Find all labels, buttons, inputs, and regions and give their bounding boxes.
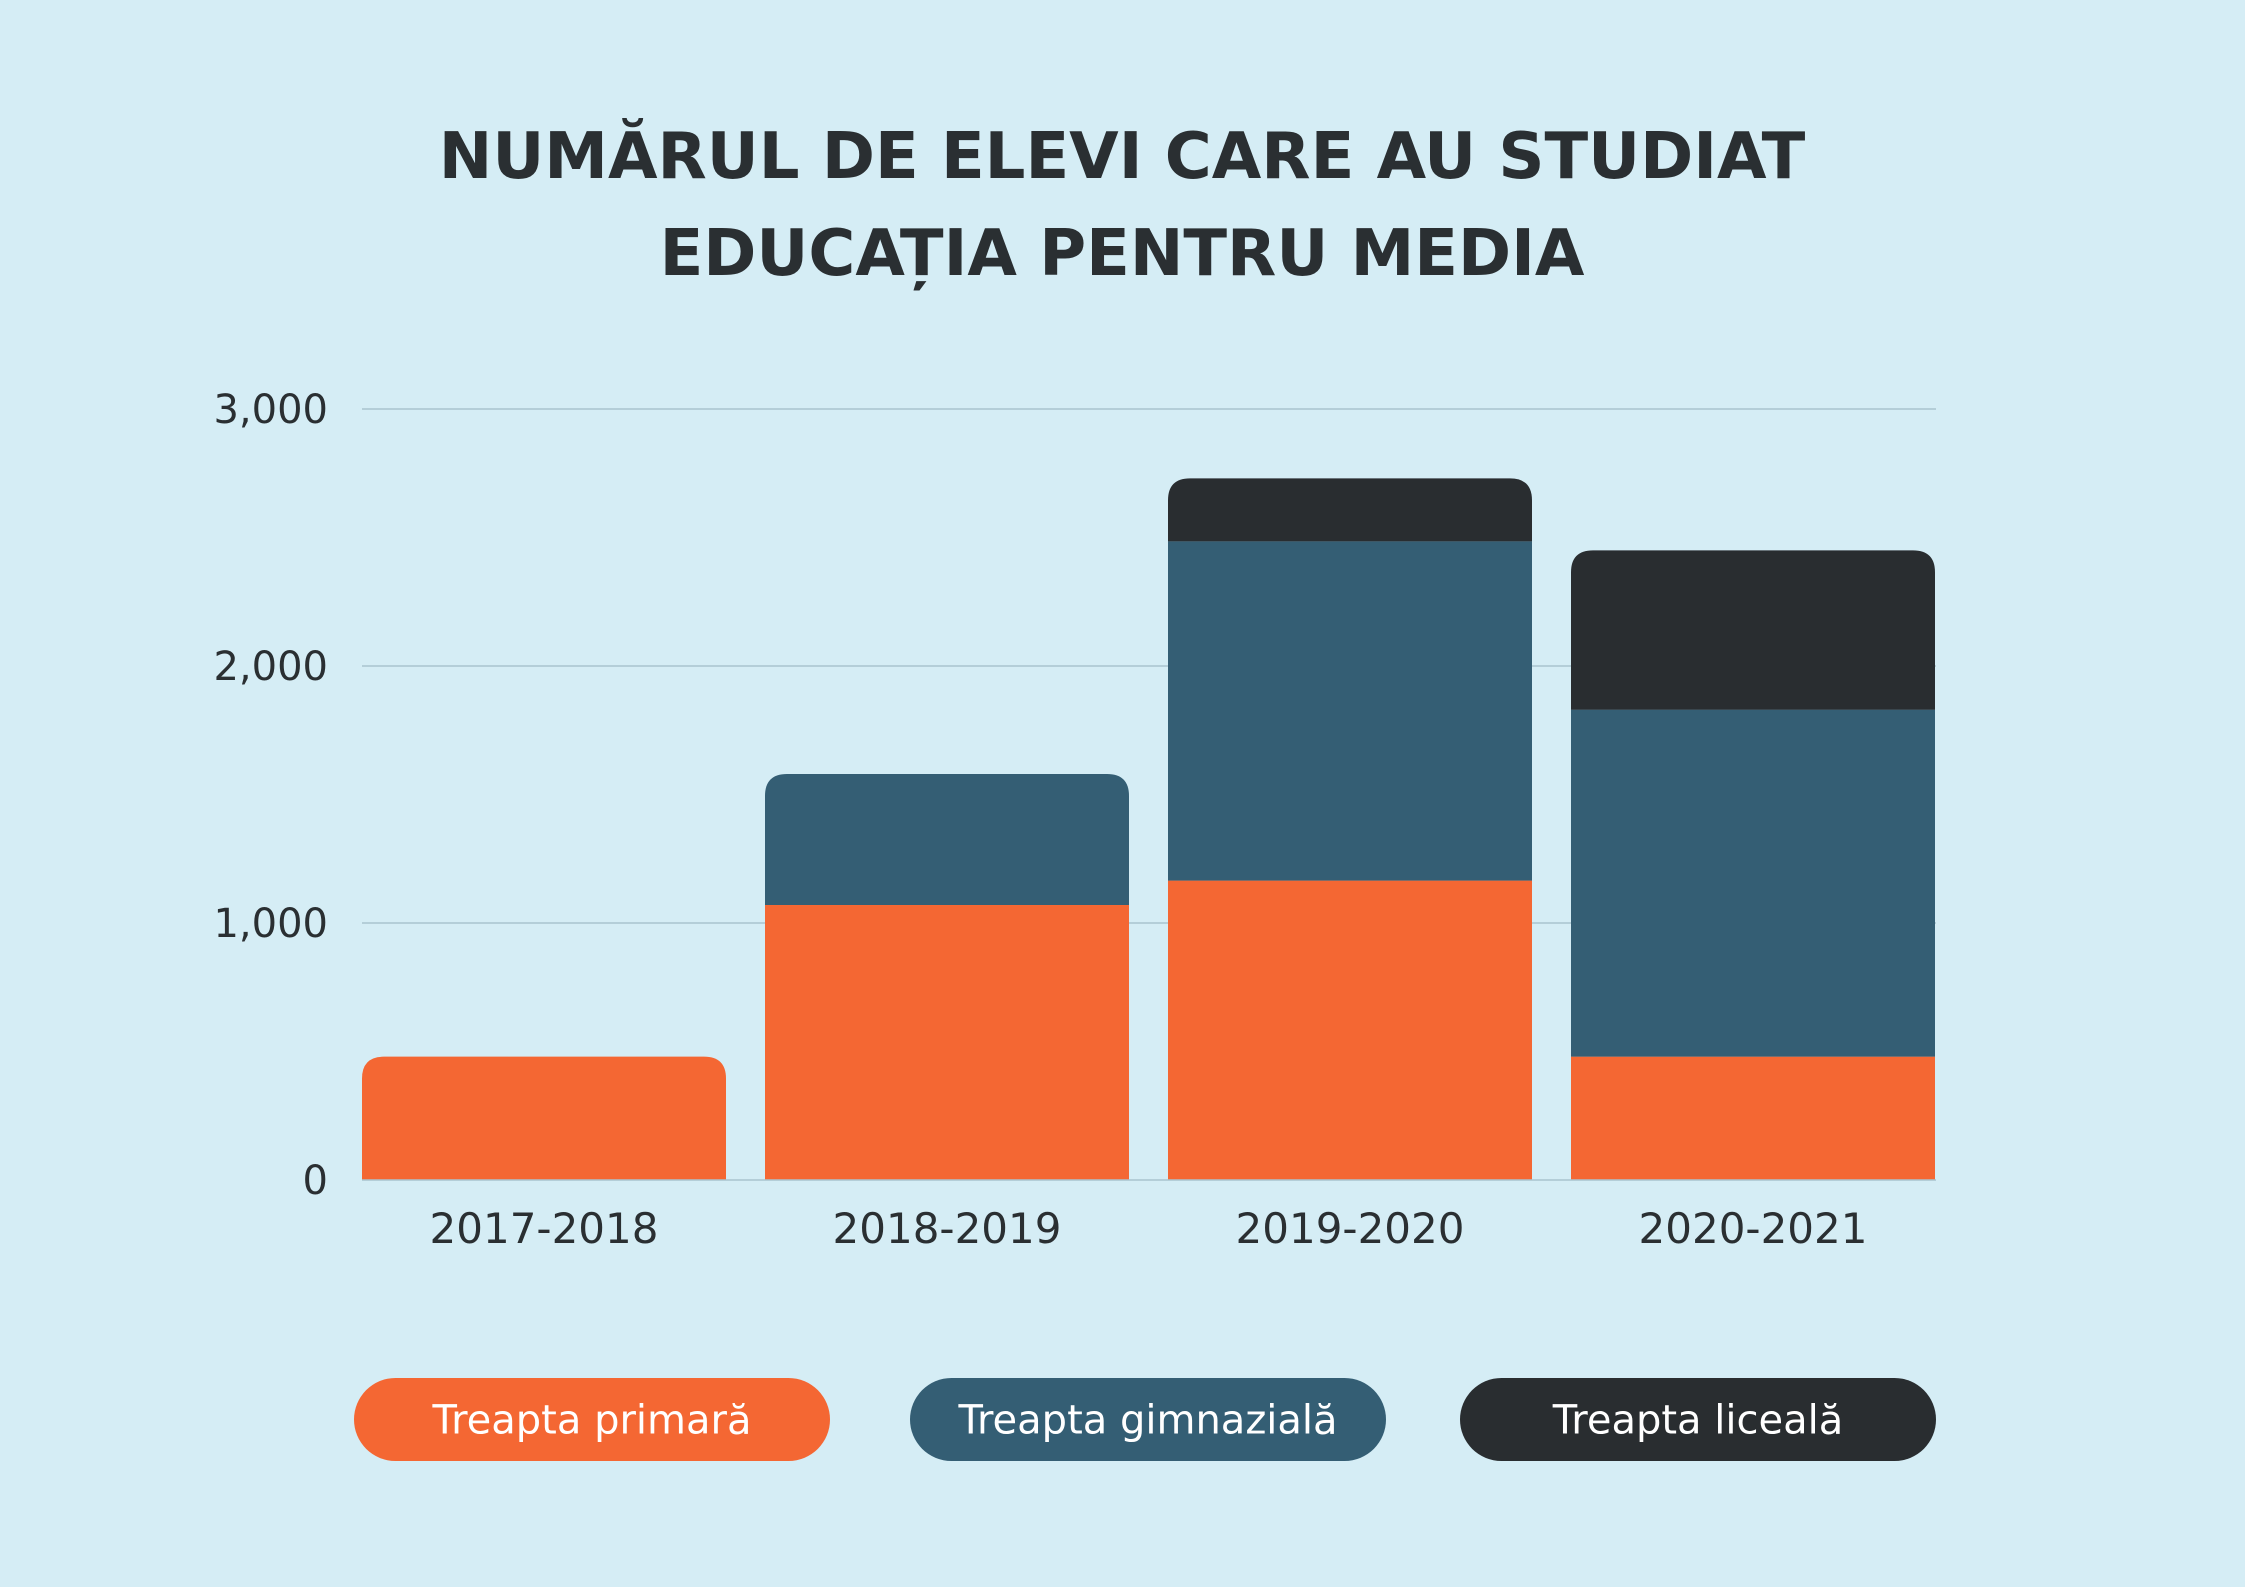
x-category-label: 2018-2019 xyxy=(833,1204,1062,1253)
bar-2018-2019-treapta-primară xyxy=(765,905,1129,1180)
bar-2020-2021-treapta-primară xyxy=(1571,1056,1935,1180)
legend-label: Treapta liceală xyxy=(1552,1398,1844,1444)
x-category-label: 2019-2020 xyxy=(1236,1204,1465,1253)
x-axis-category-labels: 2017-2018 2018-2019 2019-2020 2020-2021 xyxy=(430,1204,1868,1253)
y-axis-tick-labels: 0 1,000 2,000 3,000 xyxy=(213,387,328,1204)
bar-2019-2020-treapta-primară xyxy=(1168,880,1532,1180)
x-category-label: 2020-2021 xyxy=(1639,1204,1868,1253)
legend-item-3: Treapta liceală xyxy=(1460,1378,1936,1461)
legend-item-2: Treapta gimnazială xyxy=(910,1378,1386,1461)
bar-2019-2020-treapta-liceală xyxy=(1168,478,1532,542)
legend-pill xyxy=(1460,1378,1936,1461)
legend-pill xyxy=(910,1378,1386,1461)
bar-2020-2021-treapta-gimnazială xyxy=(1571,709,1935,1057)
y-tick-label: 2,000 xyxy=(213,644,328,690)
x-category-label: 2017-2018 xyxy=(430,1204,659,1253)
y-tick-label: 0 xyxy=(303,1158,328,1204)
legend-label: Treapta gimnazială xyxy=(957,1398,1337,1444)
chart-title-line-2: EDUCAȚIA PENTRU MEDIA xyxy=(660,217,1585,291)
bar-2019-2020-treapta-gimnazială xyxy=(1168,541,1532,881)
legend-item-1: Treapta primară xyxy=(354,1378,830,1461)
legend-pill xyxy=(354,1378,830,1461)
y-tick-label: 1,000 xyxy=(213,901,328,947)
bar-2017-2018-treapta-primară xyxy=(362,1056,726,1180)
legend: Treapta primară Treapta gimnazială Treapta… xyxy=(354,1378,1936,1461)
legend-label: Treapta primară xyxy=(432,1398,752,1444)
bar-2018-2019-treapta-gimnazială xyxy=(765,773,1129,906)
bars xyxy=(362,478,1935,1180)
y-tick-label: 3,000 xyxy=(213,387,328,433)
chart-title-line-1: NUMĂRUL DE ELEVI CARE AU STUDIAT xyxy=(439,117,1806,194)
bar-2020-2021-treapta-liceală xyxy=(1571,550,1935,710)
chart-title: NUMĂRUL DE ELEVI CARE AU STUDIAT EDUCAȚI… xyxy=(439,117,1806,291)
